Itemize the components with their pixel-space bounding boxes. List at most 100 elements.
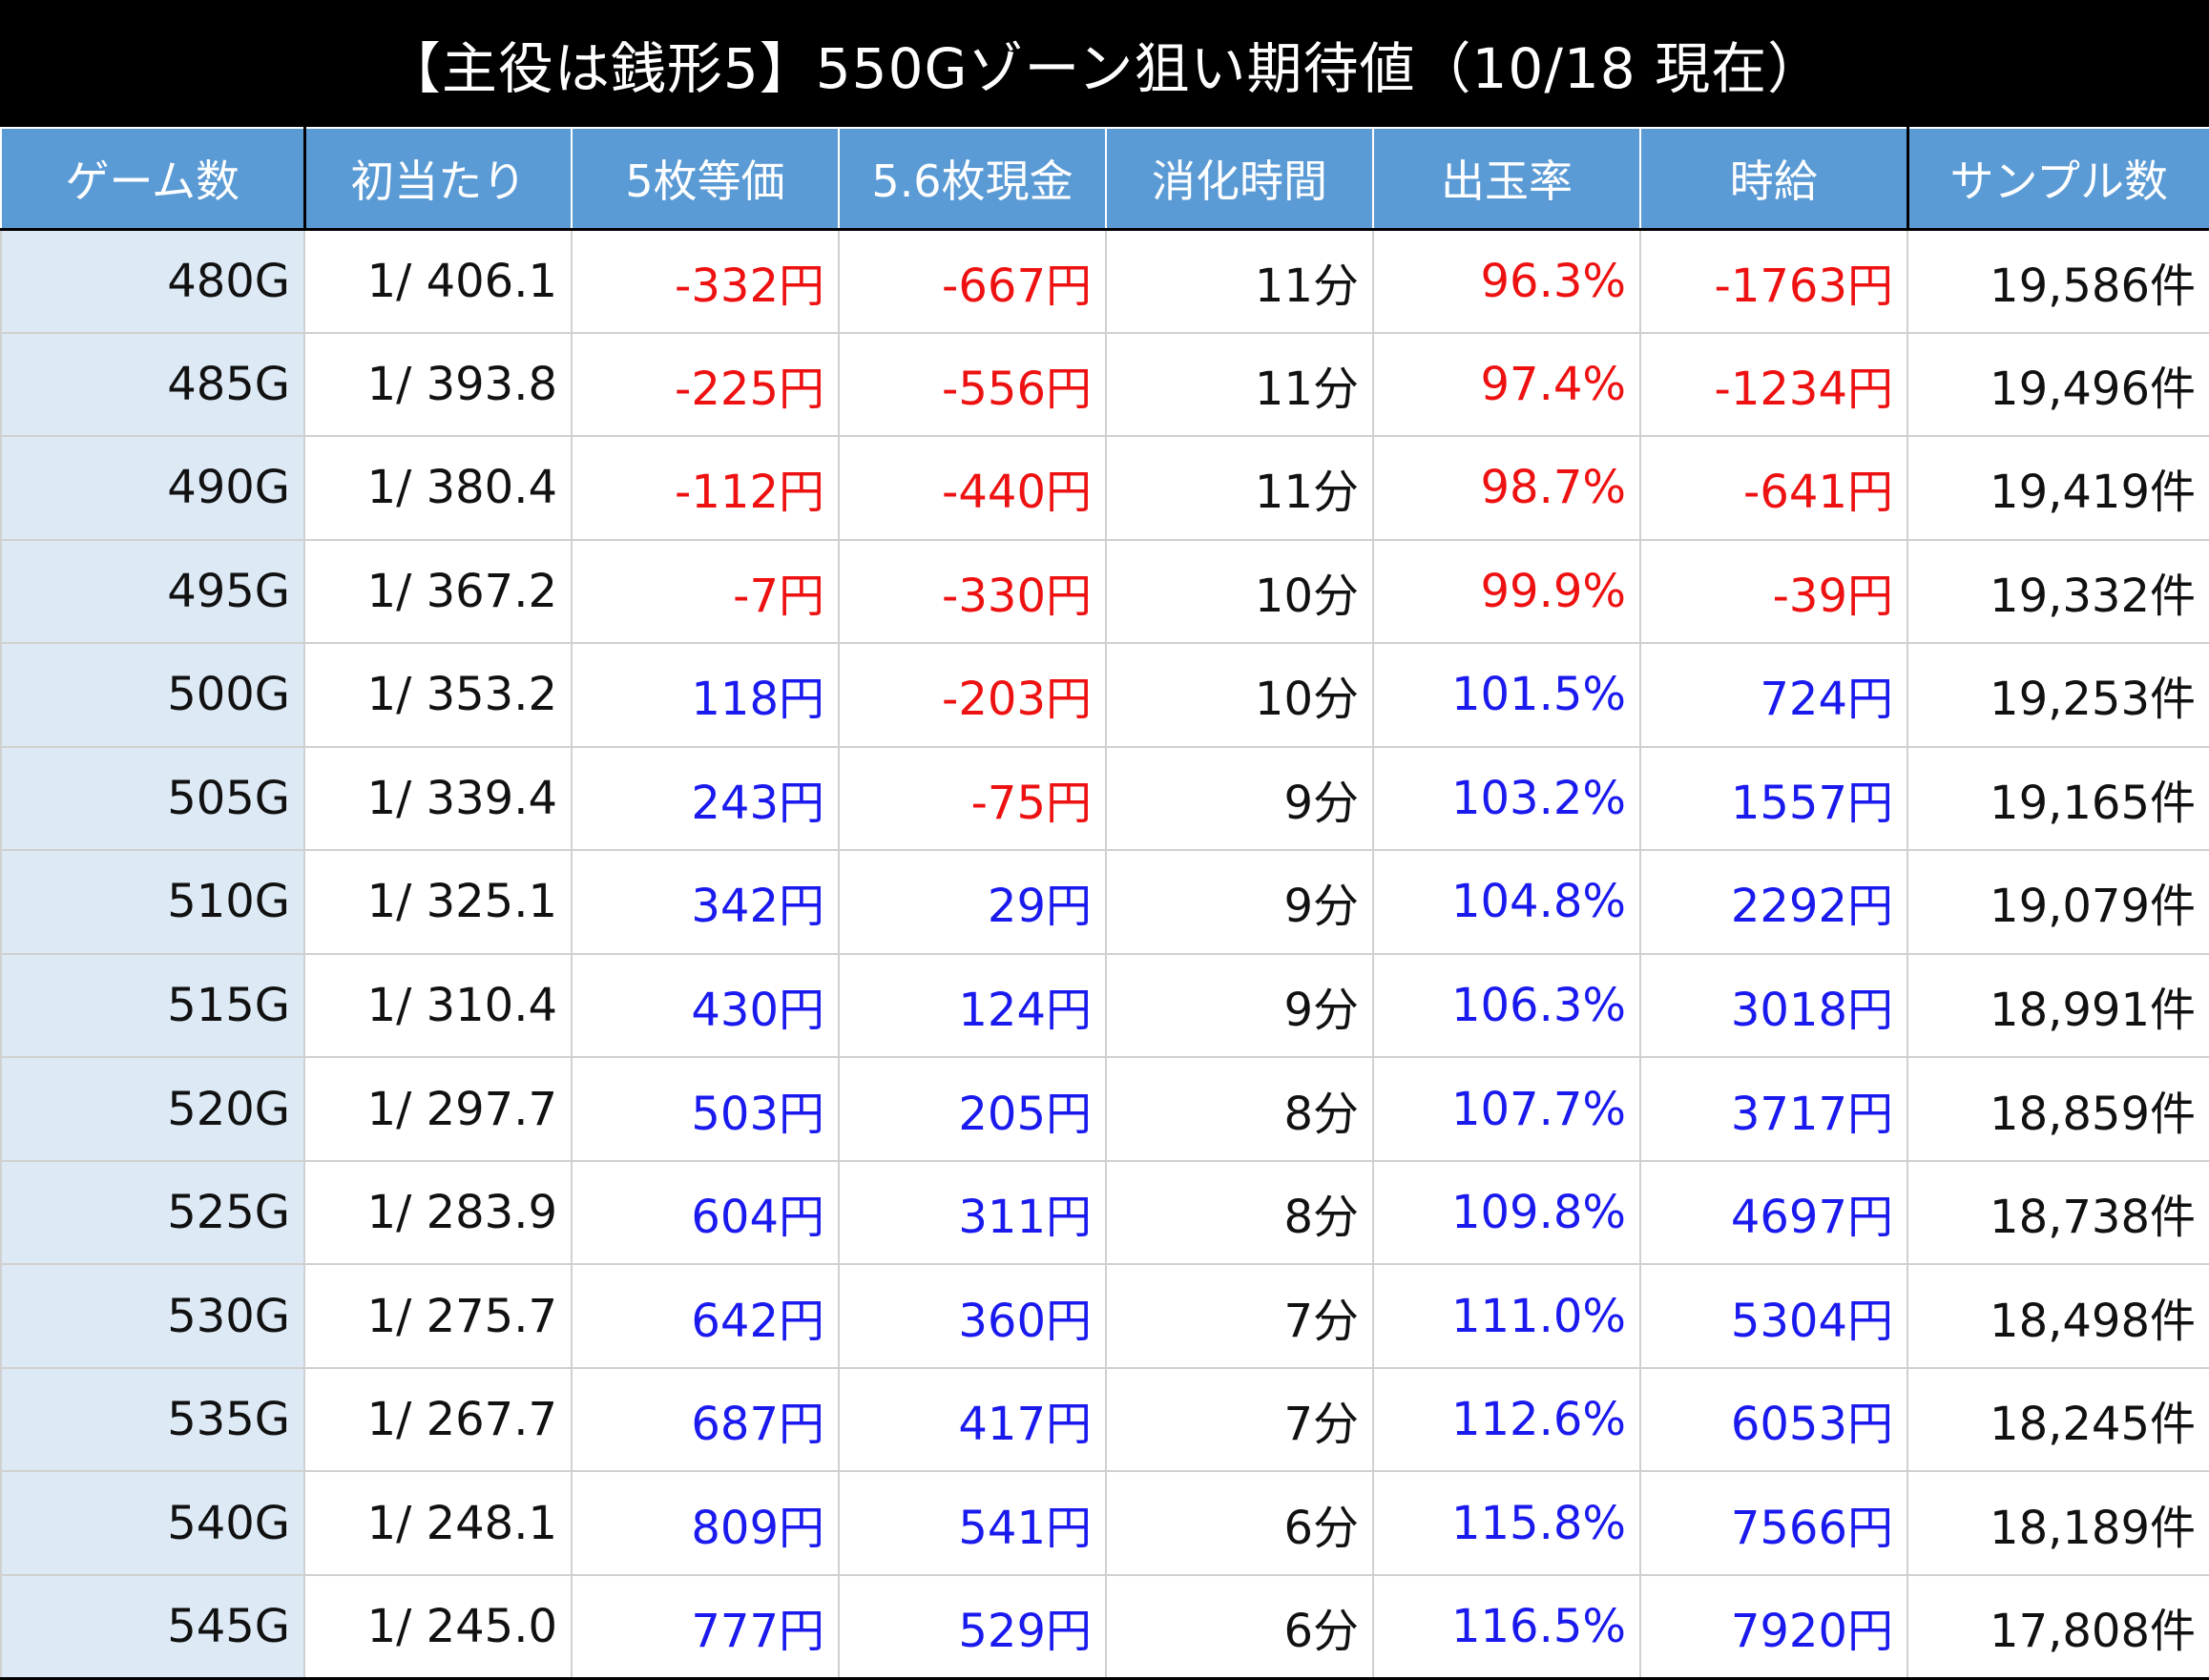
cell-5-coin-equal: 430円 — [571, 952, 840, 1059]
cell-play-time: 9分 — [1105, 849, 1374, 955]
cell-5-6-coin-cash: 360円 — [838, 1263, 1107, 1369]
cell-first-hit: 1/ 310.4 — [303, 952, 573, 1059]
cell-5-6-coin-cash: 205円 — [838, 1056, 1107, 1162]
cell-5-6-coin-cash: 124円 — [838, 952, 1107, 1059]
table-row: 530G 1/ 275.7 642円 360円 7分 111.0% 5304円 18,498件 — [0, 1263, 2209, 1369]
cell-game-count: 520G — [0, 1056, 305, 1162]
cell-sample-count: 19,586件 — [1907, 227, 2209, 334]
cell-hourly-wage: 3018円 — [1639, 952, 1908, 1059]
cell-first-hit: 1/ 353.2 — [303, 642, 573, 748]
cell-game-count: 535G — [0, 1366, 305, 1473]
cell-hourly-wage: -1763円 — [1639, 227, 1908, 334]
cell-game-count: 495G — [0, 538, 305, 645]
cell-play-time: 10分 — [1105, 538, 1374, 645]
cell-payout-rate: 99.9% — [1372, 538, 1641, 645]
table-row: 520G 1/ 297.7 503円 205円 8分 107.7% 3717円 18,859件 — [0, 1056, 2209, 1162]
cell-5-6-coin-cash: 29円 — [838, 849, 1107, 955]
cell-5-6-coin-cash: 529円 — [838, 1573, 1107, 1680]
cell-first-hit: 1/ 339.4 — [303, 745, 573, 852]
cell-sample-count: 19,419件 — [1907, 435, 2209, 541]
header-game-count: ゲーム数 — [0, 127, 306, 230]
table-row: 535G 1/ 267.7 687円 417円 7分 112.6% 6053円 18,245件 — [0, 1366, 2209, 1473]
cell-first-hit: 1/ 406.1 — [303, 227, 573, 334]
table-row: 495G 1/ 367.2 -7円 -330円 10分 99.9% -39円 19,332件 — [0, 538, 2209, 645]
cell-play-time: 7分 — [1105, 1366, 1374, 1473]
cell-game-count: 480G — [0, 227, 305, 334]
cell-hourly-wage: -641円 — [1639, 435, 1908, 541]
cell-5-coin-equal: 809円 — [571, 1470, 840, 1576]
cell-first-hit: 1/ 267.7 — [303, 1366, 573, 1473]
cell-play-time: 11分 — [1105, 331, 1374, 438]
table-row: 540G 1/ 248.1 809円 541円 6分 115.8% 7566円 18,189件 — [0, 1470, 2209, 1576]
cell-5-6-coin-cash: -203円 — [838, 642, 1107, 748]
header-sample-count: サンプル数 — [1907, 127, 2209, 230]
cell-hourly-wage: 3717円 — [1639, 1056, 1908, 1162]
cell-sample-count: 19,079件 — [1907, 849, 2209, 955]
cell-5-coin-equal: 503円 — [571, 1056, 840, 1162]
cell-payout-rate: 112.6% — [1372, 1366, 1641, 1473]
cell-game-count: 485G — [0, 331, 305, 438]
cell-play-time: 11分 — [1105, 435, 1374, 541]
cell-5-coin-equal: 118円 — [571, 642, 840, 748]
cell-game-count: 510G — [0, 849, 305, 955]
cell-5-6-coin-cash: 417円 — [838, 1366, 1107, 1473]
cell-payout-rate: 97.4% — [1372, 331, 1641, 438]
cell-5-coin-equal: 642円 — [571, 1263, 840, 1369]
expected-value-table: ゲーム数 初当たり 5枚等価 5.6枚現金 消化時間 出玉率 時給 サンプル数 … — [0, 127, 2209, 1680]
cell-payout-rate: 101.5% — [1372, 642, 1641, 748]
table-row: 505G 1/ 339.4 243円 -75円 9分 103.2% 1557円 19,165件 — [0, 745, 2209, 852]
cell-hourly-wage: 4697円 — [1639, 1159, 1908, 1266]
table-row: 490G 1/ 380.4 -112円 -440円 11分 98.7% -641円 19,41… — [0, 435, 2209, 541]
cell-first-hit: 1/ 275.7 — [303, 1263, 573, 1369]
cell-payout-rate: 104.8% — [1372, 849, 1641, 955]
cell-payout-rate: 109.8% — [1372, 1159, 1641, 1266]
cell-play-time: 7分 — [1105, 1263, 1374, 1369]
cell-5-coin-equal: 243円 — [571, 745, 840, 852]
cell-5-6-coin-cash: -667円 — [838, 227, 1107, 334]
cell-5-coin-equal: 777円 — [571, 1573, 840, 1680]
cell-payout-rate: 98.7% — [1372, 435, 1641, 541]
cell-5-6-coin-cash: -75円 — [838, 745, 1107, 852]
cell-first-hit: 1/ 393.8 — [303, 331, 573, 438]
table-row: 500G 1/ 353.2 118円 -203円 10分 101.5% 724円 19,253… — [0, 642, 2209, 748]
cell-first-hit: 1/ 325.1 — [303, 849, 573, 955]
cell-sample-count: 18,189件 — [1907, 1470, 2209, 1576]
cell-hourly-wage: 724円 — [1639, 642, 1908, 748]
cell-5-6-coin-cash: -330円 — [838, 538, 1107, 645]
cell-sample-count: 19,253件 — [1907, 642, 2209, 748]
cell-play-time: 6分 — [1105, 1470, 1374, 1576]
cell-payout-rate: 103.2% — [1372, 745, 1641, 852]
cell-hourly-wage: 1557円 — [1639, 745, 1908, 852]
cell-first-hit: 1/ 245.0 — [303, 1573, 573, 1680]
cell-5-6-coin-cash: 541円 — [838, 1470, 1107, 1576]
cell-game-count: 490G — [0, 435, 305, 541]
cell-first-hit: 1/ 380.4 — [303, 435, 573, 541]
cell-play-time: 10分 — [1105, 642, 1374, 748]
header-hourly-wage: 時給 — [1639, 127, 1909, 230]
cell-sample-count: 17,808件 — [1907, 1573, 2209, 1680]
cell-first-hit: 1/ 248.1 — [303, 1470, 573, 1576]
table-row: 480G 1/ 406.1 -332円 -667円 11分 96.3% -1763円 19,5… — [0, 227, 2209, 334]
cell-5-coin-equal: -112円 — [571, 435, 840, 541]
cell-play-time: 6分 — [1105, 1573, 1374, 1680]
cell-game-count: 505G — [0, 745, 305, 852]
header-payout-rate: 出玉率 — [1372, 127, 1641, 230]
cell-hourly-wage: -39円 — [1639, 538, 1908, 645]
cell-hourly-wage: 6053円 — [1639, 1366, 1908, 1473]
page-title: 【主役は銭形5】550Gゾーン狙い期待値（10/18 現在） — [0, 0, 2209, 127]
header-row: ゲーム数 初当たり 5枚等価 5.6枚現金 消化時間 出玉率 時給 サンプル数 — [0, 127, 2209, 230]
cell-5-coin-equal: 604円 — [571, 1159, 840, 1266]
cell-hourly-wage: 7920円 — [1639, 1573, 1908, 1680]
cell-play-time: 9分 — [1105, 745, 1374, 852]
cell-play-time: 11分 — [1105, 227, 1374, 334]
cell-5-coin-equal: 342円 — [571, 849, 840, 955]
cell-sample-count: 18,498件 — [1907, 1263, 2209, 1369]
cell-5-6-coin-cash: -556円 — [838, 331, 1107, 438]
cell-5-6-coin-cash: 311円 — [838, 1159, 1107, 1266]
cell-sample-count: 18,991件 — [1907, 952, 2209, 1059]
header-first-hit: 初当たり — [303, 127, 573, 230]
cell-5-coin-equal: -332円 — [571, 227, 840, 334]
cell-play-time: 8分 — [1105, 1159, 1374, 1266]
table-row: 510G 1/ 325.1 342円 29円 9分 104.8% 2292円 19,079件 — [0, 849, 2209, 955]
cell-first-hit: 1/ 283.9 — [303, 1159, 573, 1266]
